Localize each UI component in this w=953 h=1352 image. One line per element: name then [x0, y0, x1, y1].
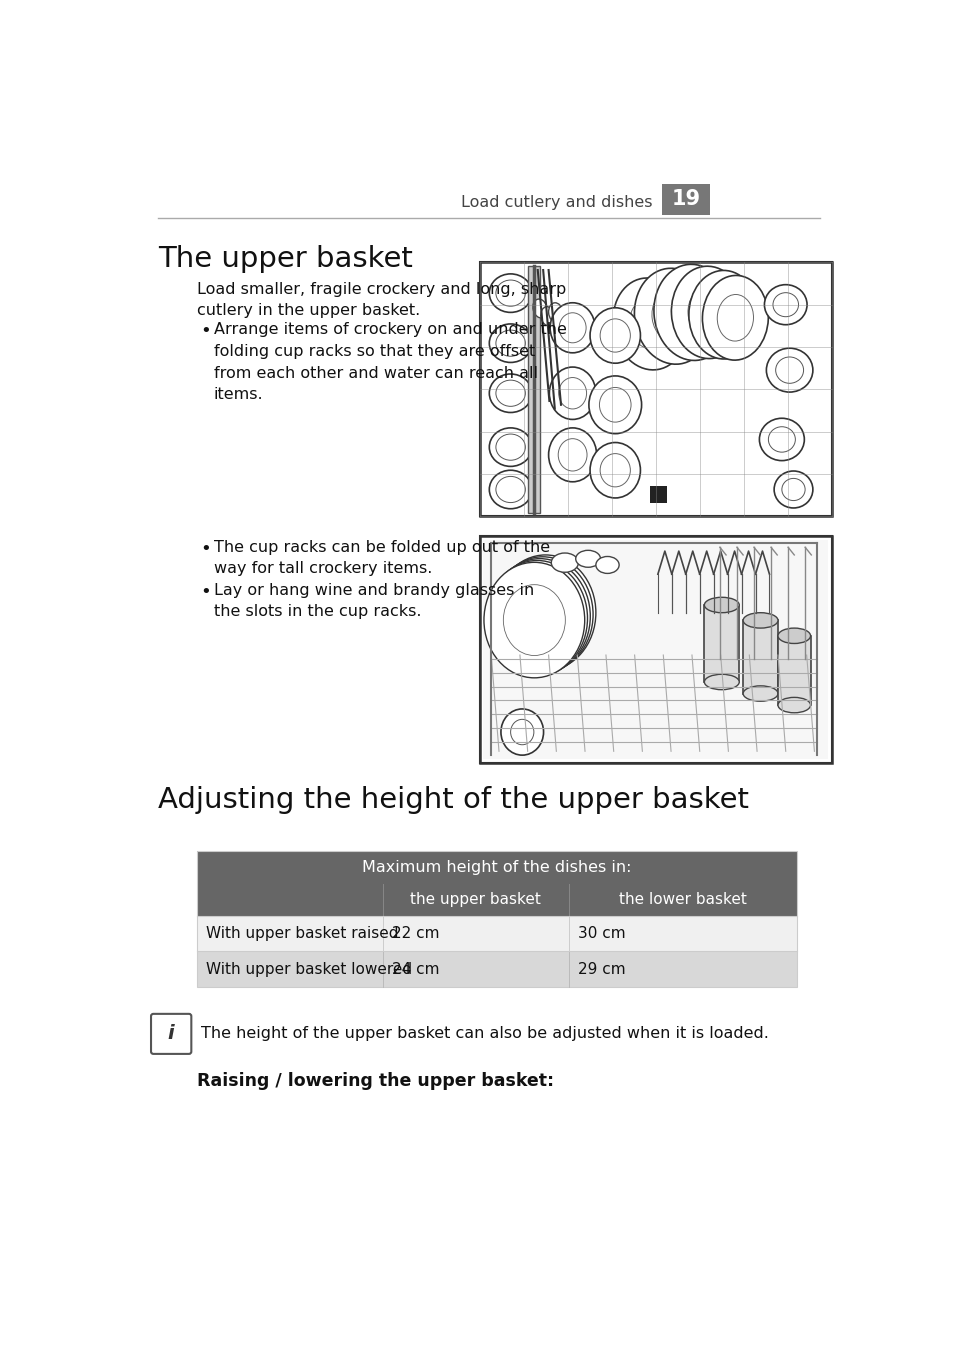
Text: 30 cm: 30 cm [578, 926, 625, 941]
Ellipse shape [548, 303, 562, 322]
Text: Maximum height of the dishes in:: Maximum height of the dishes in: [362, 860, 631, 875]
Text: The upper basket: The upper basket [158, 245, 413, 273]
Bar [661, 184, 709, 215]
Ellipse shape [550, 303, 595, 353]
Ellipse shape [590, 308, 639, 364]
Ellipse shape [671, 266, 744, 358]
Ellipse shape [548, 427, 596, 481]
Bar [196, 884, 382, 917]
Bar [196, 852, 797, 884]
Text: the upper basket: the upper basket [410, 892, 540, 907]
Bar [479, 535, 831, 763]
Ellipse shape [489, 427, 532, 466]
Ellipse shape [489, 558, 590, 675]
Ellipse shape [489, 324, 532, 362]
Text: •: • [200, 583, 212, 600]
Ellipse shape [483, 562, 584, 677]
Text: With upper basket raised: With upper basket raised [206, 926, 398, 941]
Ellipse shape [590, 442, 639, 498]
Ellipse shape [588, 376, 641, 434]
Ellipse shape [489, 274, 532, 312]
Ellipse shape [486, 561, 587, 676]
Ellipse shape [759, 418, 803, 461]
Ellipse shape [703, 598, 739, 612]
Ellipse shape [500, 708, 543, 756]
Text: Raising / lowering the upper basket:: Raising / lowering the upper basket: [196, 1072, 554, 1090]
Text: 24 cm: 24 cm [392, 961, 439, 976]
Text: Adjusting the height of the upper basket: Adjusting the height of the upper basket [158, 786, 748, 814]
Bar [742, 621, 778, 694]
Bar [703, 604, 739, 681]
Ellipse shape [742, 612, 778, 629]
Bar [568, 884, 797, 917]
Text: •: • [200, 539, 212, 557]
Ellipse shape [489, 375, 532, 412]
Bar [483, 539, 827, 758]
Ellipse shape [634, 268, 712, 364]
Bar [778, 635, 810, 706]
Bar [649, 485, 666, 503]
Bar [479, 535, 831, 763]
Ellipse shape [551, 553, 578, 572]
Ellipse shape [688, 270, 758, 360]
Text: Load cutlery and dishes: Load cutlery and dishes [460, 195, 652, 210]
Ellipse shape [495, 554, 596, 671]
Ellipse shape [765, 349, 812, 392]
Bar [196, 852, 797, 987]
Ellipse shape [489, 470, 532, 508]
Bar [527, 266, 539, 512]
Text: the lower basket: the lower basket [618, 892, 746, 907]
Ellipse shape [703, 675, 739, 690]
Ellipse shape [653, 265, 731, 361]
Text: With upper basket lowered: With upper basket lowered [206, 961, 412, 976]
Bar [479, 262, 831, 516]
Bar [382, 884, 568, 917]
Ellipse shape [763, 285, 806, 324]
Ellipse shape [778, 698, 810, 713]
Text: 19: 19 [671, 189, 700, 210]
Text: 22 cm: 22 cm [392, 926, 439, 941]
Text: Load smaller, fragile crockery and long, sharp
cutlery in the upper basket.: Load smaller, fragile crockery and long,… [196, 281, 565, 318]
Ellipse shape [549, 366, 596, 419]
Ellipse shape [701, 276, 767, 360]
Text: Arrange items of crockery on and under the
folding cup racks so that they are of: Arrange items of crockery on and under t… [213, 322, 566, 402]
Text: •: • [200, 322, 212, 341]
Text: The height of the upper basket can also be adjusted when it is loaded.: The height of the upper basket can also … [200, 1026, 768, 1041]
Ellipse shape [533, 299, 547, 318]
Text: i: i [168, 1025, 174, 1044]
Ellipse shape [575, 550, 599, 568]
Ellipse shape [773, 470, 812, 508]
Ellipse shape [778, 629, 810, 644]
Bar [196, 917, 797, 952]
Ellipse shape [596, 557, 618, 573]
Ellipse shape [613, 279, 686, 370]
Ellipse shape [492, 557, 593, 672]
Text: The cup racks can be folded up out of the
way for tall crockery items.: The cup racks can be folded up out of th… [213, 539, 549, 576]
Text: 29 cm: 29 cm [578, 961, 625, 976]
Ellipse shape [540, 307, 555, 326]
Ellipse shape [742, 685, 778, 702]
FancyBboxPatch shape [151, 1014, 192, 1055]
Bar [196, 952, 797, 987]
Bar [479, 262, 831, 516]
Text: Lay or hang wine and brandy glasses in
the slots in the cup racks.: Lay or hang wine and brandy glasses in t… [213, 583, 534, 619]
